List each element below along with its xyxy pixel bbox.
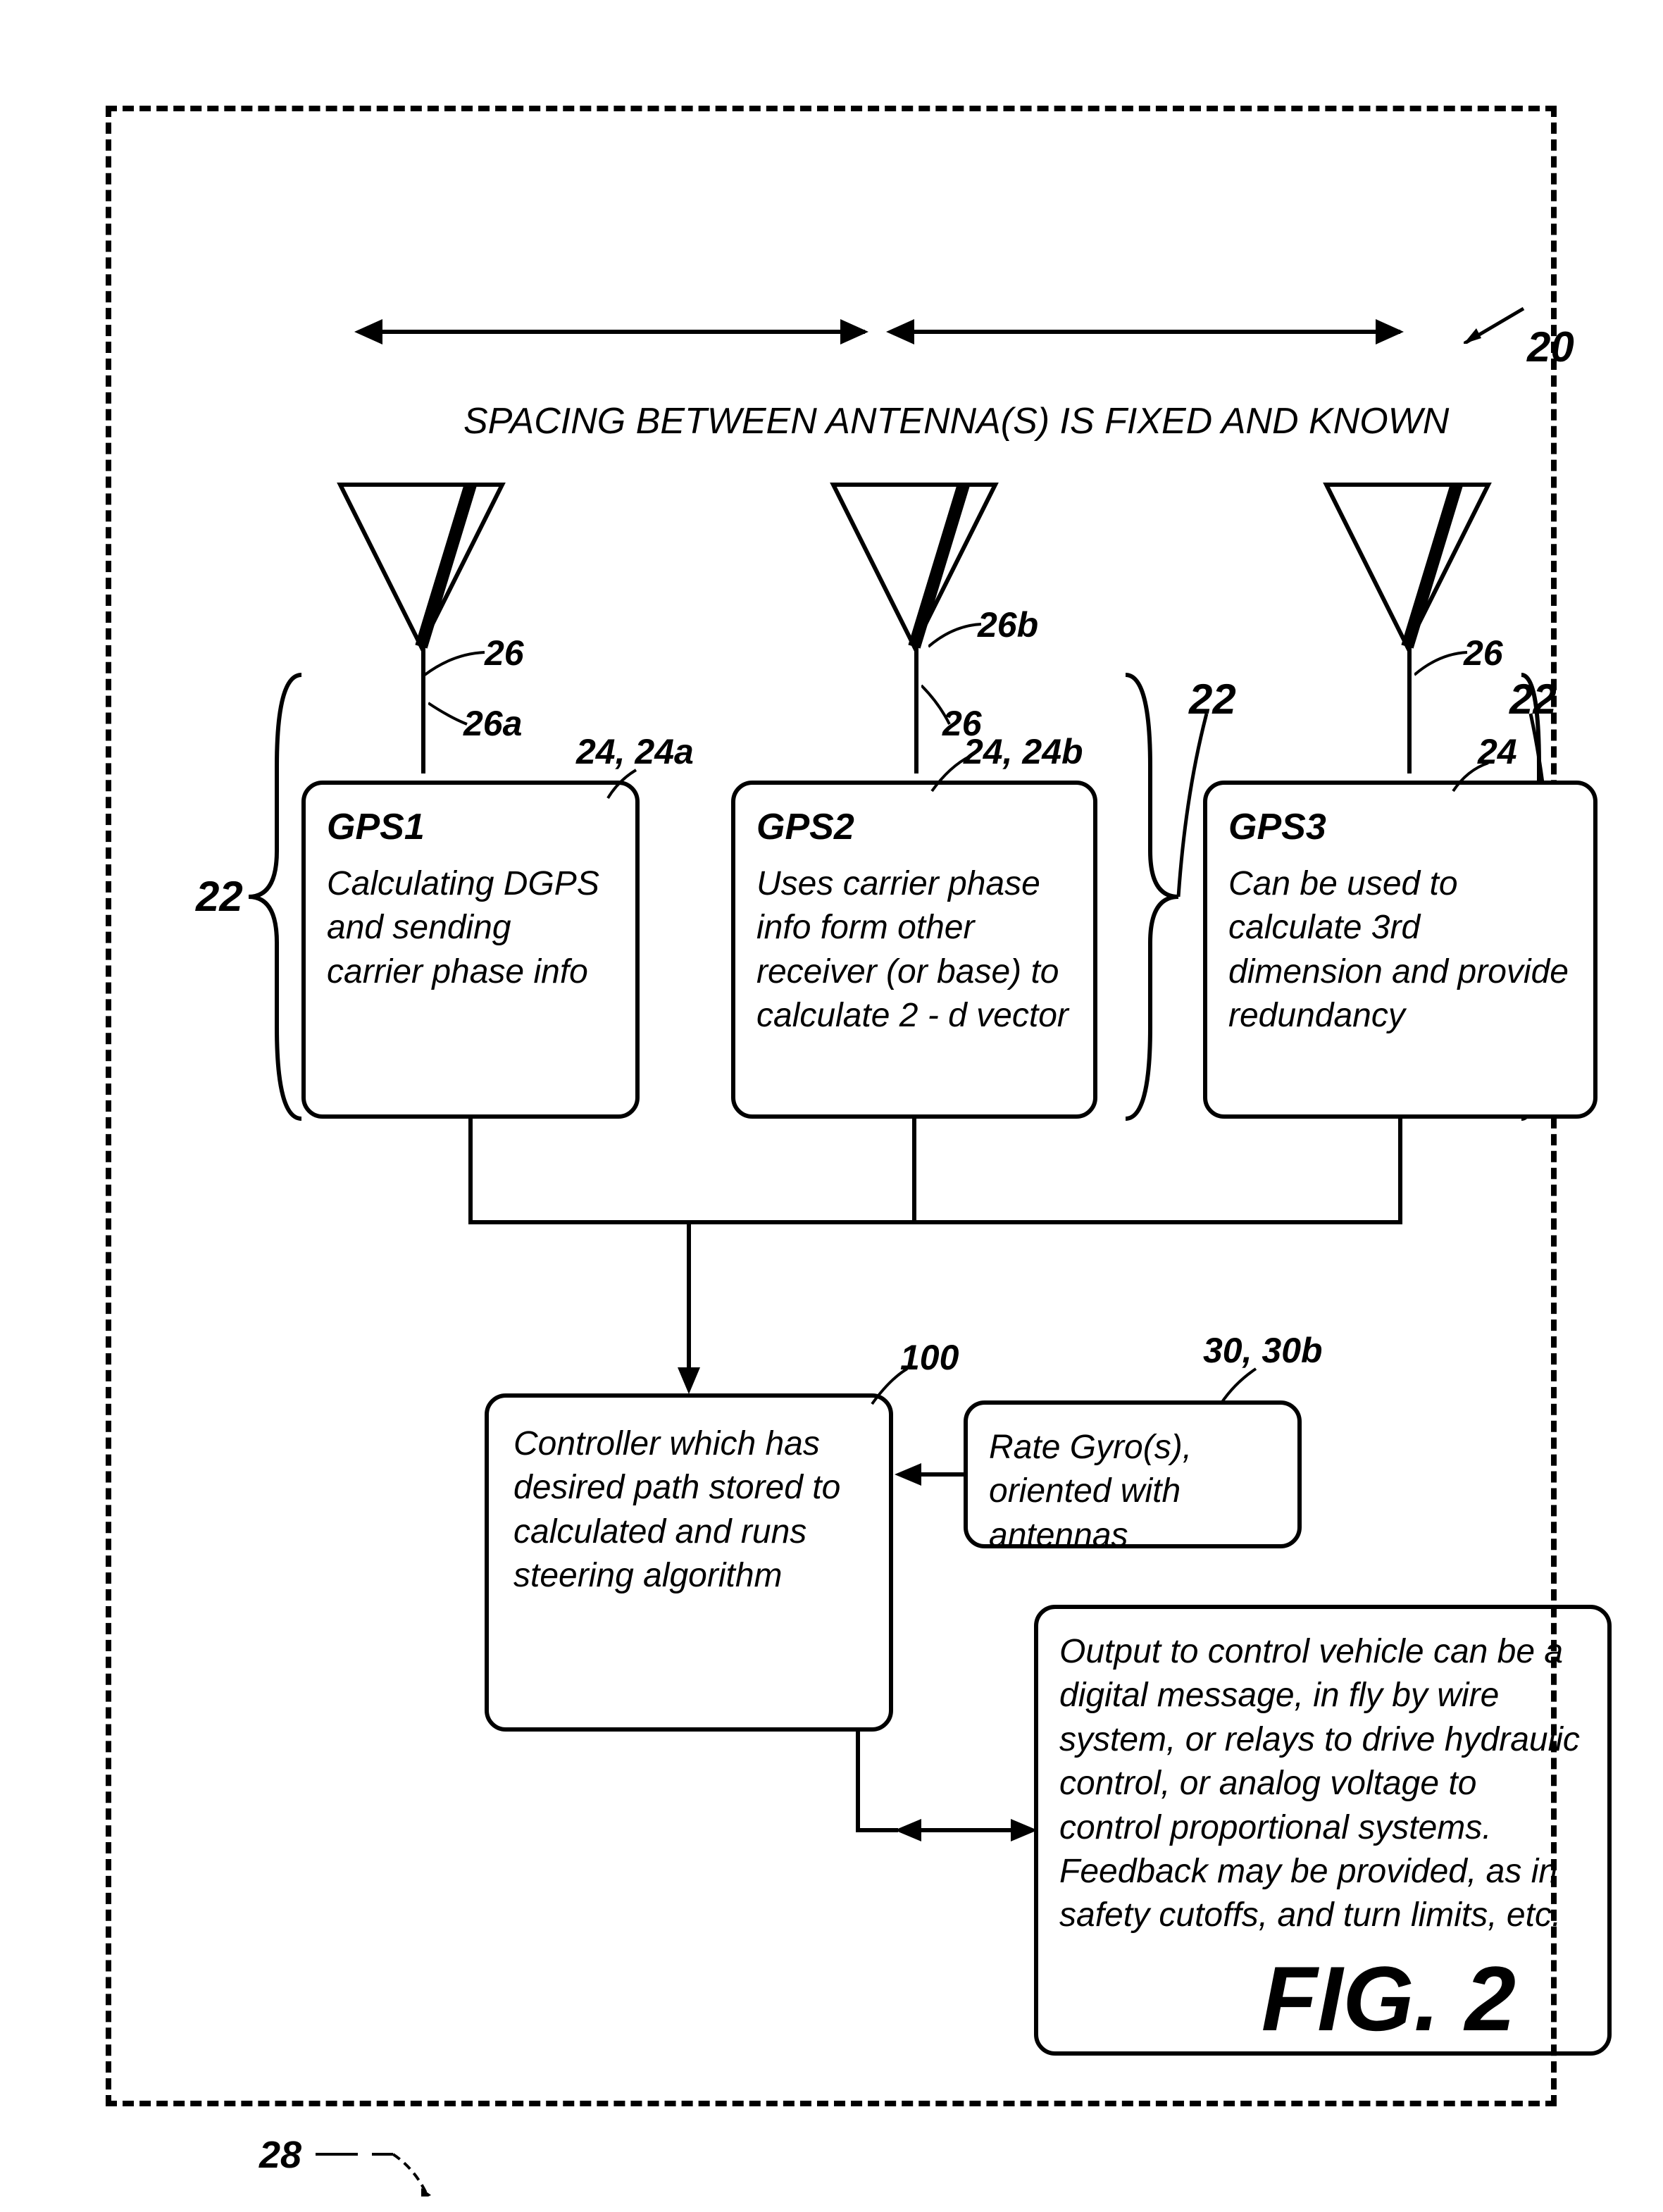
leader-gyro (1217, 1365, 1266, 1408)
ref-26-a1: 26 (485, 633, 524, 673)
arrow-ctrl-out-l (895, 1819, 921, 1841)
conn-gps1-down (468, 1119, 473, 1224)
ref-28: 28 (259, 2133, 301, 2177)
leader-26-2 (921, 682, 957, 731)
arrow-gyro-ctrl (895, 1463, 921, 1486)
ref-26b: 26b (978, 604, 1038, 645)
leader-controller (868, 1365, 911, 1408)
arrow-ctrl-out-r (1011, 1819, 1038, 1841)
gyro-box: Rate Gyro(s), oriented with antennas (964, 1400, 1302, 1548)
gyro-text: Rate Gyro(s), oriented with antennas (989, 1426, 1276, 1558)
ref-22-left: 22 (196, 872, 243, 921)
conn-ctrl-out (918, 1828, 1013, 1832)
gps3-box: GPS3 Can be used to calculate 3rd dimens… (1203, 781, 1597, 1119)
leader-gps3 (1450, 759, 1492, 795)
spacing-text: SPACING BETWEEN ANTENNA(S) IS FIXED AND … (463, 400, 1449, 442)
ref-gps2: 24, 24b (964, 731, 1083, 772)
leader-26-3 (1414, 647, 1471, 682)
controller-text: Controller which has desired path stored… (513, 1422, 864, 1598)
controller-box: Controller which has desired path stored… (485, 1393, 893, 1732)
conn-ctrl-down-ext (856, 1732, 860, 1830)
gps1-box: GPS1 Calculating DGPS and sending carrie… (301, 781, 640, 1119)
ref-20: 20 (1527, 323, 1574, 371)
spacing-arrows (379, 294, 1400, 393)
figure-label: FIG. 2 (1262, 1946, 1516, 2051)
leader-26a (428, 696, 471, 738)
conn-bus-controller (687, 1224, 691, 1369)
leader-26b (928, 619, 985, 654)
leader-28-curve (390, 2133, 446, 2197)
conn-gps2-down (912, 1119, 916, 1224)
outer-frame: 20 SPACING BETWEEN ANTENNA(S) IS FIXED A… (106, 106, 1557, 2106)
leader-28-dash1 (316, 2153, 358, 2156)
gps1-title: GPS1 (327, 806, 614, 848)
gps1-text: Calculating DGPS and sending carrier pha… (327, 862, 614, 994)
gps3-title: GPS3 (1228, 806, 1572, 848)
conn-bus (468, 1220, 1402, 1224)
leader-26-1 (425, 647, 488, 689)
arrow-controller-in (678, 1367, 700, 1394)
output-text: Output to control vehicle can be a digit… (1059, 1630, 1586, 1938)
gps2-box: GPS2 Uses carrier phase info form other … (731, 781, 1097, 1119)
gps3-text: Can be used to calculate 3rd dimension a… (1228, 862, 1572, 1038)
conn-gps3-down (1398, 1119, 1402, 1224)
leader-gps2 (928, 752, 978, 795)
gps2-title: GPS2 (756, 806, 1072, 848)
ref-20-leader (1464, 273, 1534, 344)
antenna-2 (816, 464, 1013, 689)
gps2-text: Uses carrier phase info form other recei… (756, 862, 1072, 1038)
conn-ctrl-down-h (856, 1828, 898, 1832)
leader-gps1 (604, 766, 647, 802)
ref-26a: 26a (463, 703, 522, 744)
conn-gyro-ctrl (918, 1472, 964, 1477)
